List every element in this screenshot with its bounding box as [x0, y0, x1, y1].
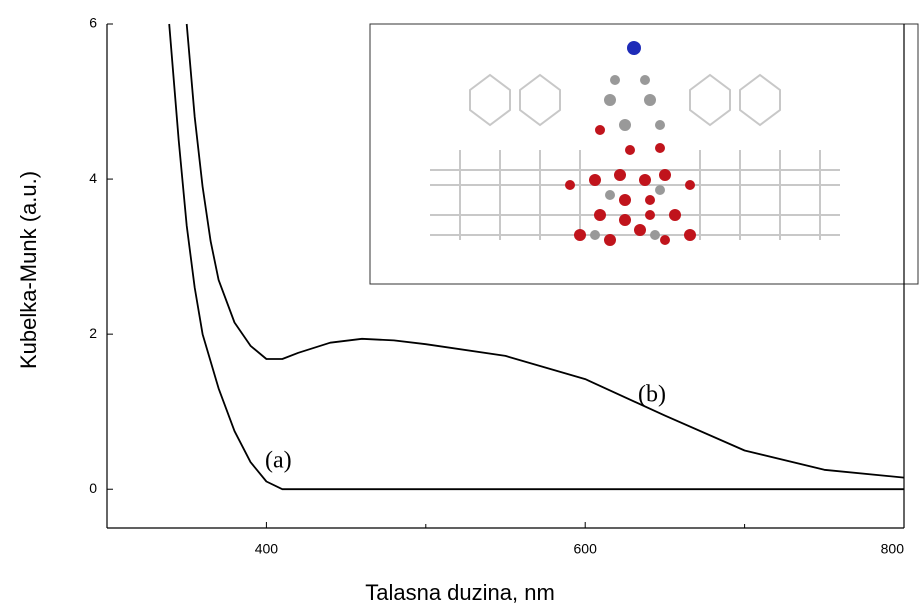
x-tick-label: 800	[881, 541, 905, 557]
x-tick-label: 600	[574, 541, 598, 557]
inset-image	[370, 24, 918, 284]
y-tick-label: 2	[89, 325, 97, 341]
y-tick-label: 6	[89, 15, 97, 31]
y-tick-label: 0	[89, 480, 97, 496]
y-axis-label: Kubelka-Munk (a.u.)	[16, 171, 41, 369]
x-tick-label: 400	[255, 541, 279, 557]
x-axis-label: Talasna duzina, nm	[365, 580, 555, 605]
y-tick-label: 4	[89, 170, 97, 186]
series-label: (b)	[638, 382, 666, 408]
series-label: (a)	[265, 448, 292, 474]
chart: Kubelka-Munk (a.u.) Talasna duzina, nm 0…	[0, 0, 923, 610]
